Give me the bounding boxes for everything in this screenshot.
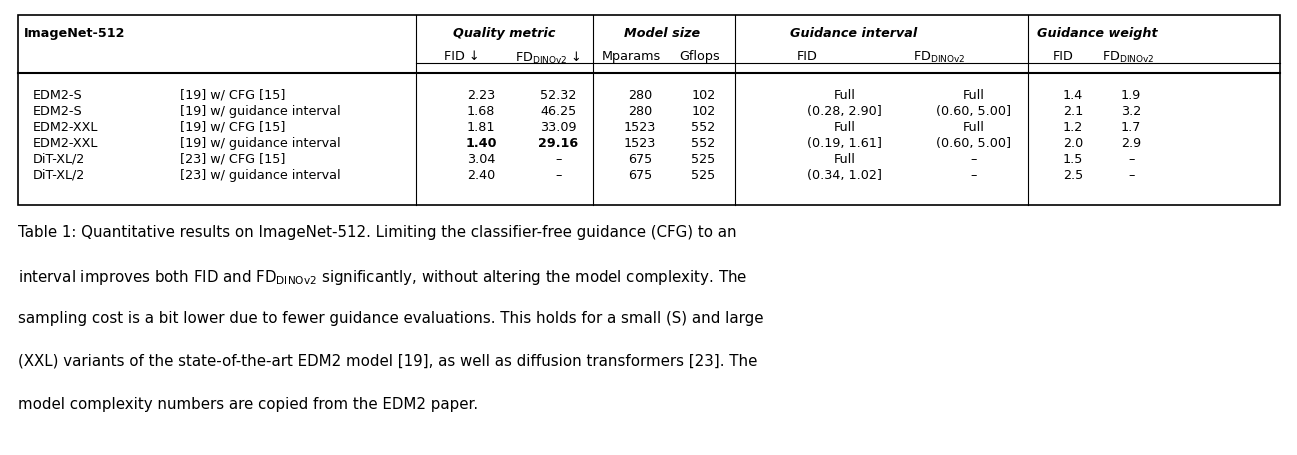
Text: 1523: 1523	[624, 137, 656, 150]
Text: (0.28, 2.90]: (0.28, 2.90]	[807, 105, 882, 118]
Text: 1.5: 1.5	[1062, 153, 1083, 166]
Text: 1.68: 1.68	[467, 105, 495, 118]
Text: 1.4: 1.4	[1064, 89, 1083, 102]
Text: 2.5: 2.5	[1064, 169, 1083, 182]
Text: EDM2-S: EDM2-S	[34, 105, 83, 118]
Text: EDM2-XXL: EDM2-XXL	[34, 121, 99, 134]
Text: Full: Full	[834, 89, 856, 102]
Text: 280: 280	[628, 105, 652, 118]
Text: 2.23: 2.23	[467, 89, 495, 102]
Text: Mparams: Mparams	[602, 50, 661, 63]
Text: (0.60, 5.00]: (0.60, 5.00]	[936, 105, 1010, 118]
Text: [19] w/ guidance interval: [19] w/ guidance interval	[179, 137, 340, 150]
Text: Guidance weight: Guidance weight	[1036, 27, 1157, 40]
Text: 2.0: 2.0	[1064, 137, 1083, 150]
Text: [19] w/ guidance interval: [19] w/ guidance interval	[179, 105, 340, 118]
Text: Full: Full	[834, 153, 856, 166]
Text: DiT-XL/2: DiT-XL/2	[34, 153, 86, 166]
Text: Quality metric: Quality metric	[453, 27, 555, 40]
Text: 525: 525	[691, 169, 716, 182]
Text: EDM2-XXL: EDM2-XXL	[34, 137, 99, 150]
Text: 3.2: 3.2	[1121, 105, 1141, 118]
Text: FID ↓: FID ↓	[445, 50, 480, 63]
Text: 102: 102	[691, 89, 716, 102]
Text: FD$_{\mathrm{DINOv2}}$ ↓: FD$_{\mathrm{DINOv2}}$ ↓	[515, 50, 581, 66]
Text: EDM2-S: EDM2-S	[34, 89, 83, 102]
Text: Full: Full	[962, 89, 984, 102]
Text: 1.9: 1.9	[1121, 89, 1141, 102]
Text: Table 1: Quantitative results on ImageNet-512. Limiting the classifier-free guid: Table 1: Quantitative results on ImageNe…	[18, 225, 737, 240]
Text: 525: 525	[691, 153, 716, 166]
Text: Guidance interval: Guidance interval	[790, 27, 917, 40]
Text: 102: 102	[691, 105, 716, 118]
Text: FID: FID	[796, 50, 817, 63]
Text: 3.04: 3.04	[467, 153, 495, 166]
Text: Model size: Model size	[624, 27, 699, 40]
Text: –: –	[1128, 169, 1135, 182]
Text: DiT-XL/2: DiT-XL/2	[34, 169, 86, 182]
Text: 2.1: 2.1	[1064, 105, 1083, 118]
Text: interval improves both FID and FD$_{\mathrm{DINOv2}}$ significantly, without alt: interval improves both FID and FD$_{\mat…	[18, 268, 747, 287]
Text: 2.40: 2.40	[467, 169, 495, 182]
Text: [23] w/ CFG [15]: [23] w/ CFG [15]	[179, 153, 285, 166]
Text: (0.19, 1.61]: (0.19, 1.61]	[807, 137, 882, 150]
Text: ImageNet-512: ImageNet-512	[25, 27, 126, 40]
Text: Full: Full	[834, 121, 856, 134]
Text: model complexity numbers are copied from the EDM2 paper.: model complexity numbers are copied from…	[18, 397, 479, 412]
Text: (0.34, 1.02]: (0.34, 1.02]	[807, 169, 882, 182]
Text: 552: 552	[691, 121, 716, 134]
Text: [19] w/ CFG [15]: [19] w/ CFG [15]	[179, 89, 285, 102]
Text: 552: 552	[691, 137, 716, 150]
Text: (0.60, 5.00]: (0.60, 5.00]	[936, 137, 1010, 150]
Text: 1.2: 1.2	[1064, 121, 1083, 134]
Text: –: –	[555, 169, 562, 182]
Text: 1523: 1523	[624, 121, 656, 134]
Text: (XXL) variants of the state-of-the-art EDM2 model [19], as well as diffusion tra: (XXL) variants of the state-of-the-art E…	[18, 354, 757, 369]
Text: 33.09: 33.09	[540, 121, 576, 134]
Text: FD$_{\mathrm{DINOv2}}$: FD$_{\mathrm{DINOv2}}$	[913, 50, 965, 65]
Text: 46.25: 46.25	[540, 105, 576, 118]
Text: 1.81: 1.81	[467, 121, 495, 134]
Text: 1.40: 1.40	[466, 137, 497, 150]
Text: [23] w/ guidance interval: [23] w/ guidance interval	[179, 169, 340, 182]
Text: FD$_{\mathrm{DINOv2}}$: FD$_{\mathrm{DINOv2}}$	[1102, 50, 1154, 65]
Text: 52.32: 52.32	[540, 89, 576, 102]
Text: sampling cost is a bit lower due to fewer guidance evaluations. This holds for a: sampling cost is a bit lower due to fewe…	[18, 311, 764, 326]
Text: –: –	[555, 153, 562, 166]
Text: Gflops: Gflops	[680, 50, 720, 63]
Text: 1.7: 1.7	[1121, 121, 1141, 134]
Text: 675: 675	[628, 169, 652, 182]
Text: Full: Full	[962, 121, 984, 134]
Text: –: –	[970, 169, 977, 182]
Bar	[18, 15, 1280, 205]
Text: 2.9: 2.9	[1121, 137, 1141, 150]
Text: –: –	[970, 153, 977, 166]
Text: 29.16: 29.16	[538, 137, 578, 150]
Text: [19] w/ CFG [15]: [19] w/ CFG [15]	[179, 121, 285, 134]
Text: 675: 675	[628, 153, 652, 166]
Text: 280: 280	[628, 89, 652, 102]
Text: –: –	[1128, 153, 1135, 166]
Text: FID: FID	[1052, 50, 1074, 63]
